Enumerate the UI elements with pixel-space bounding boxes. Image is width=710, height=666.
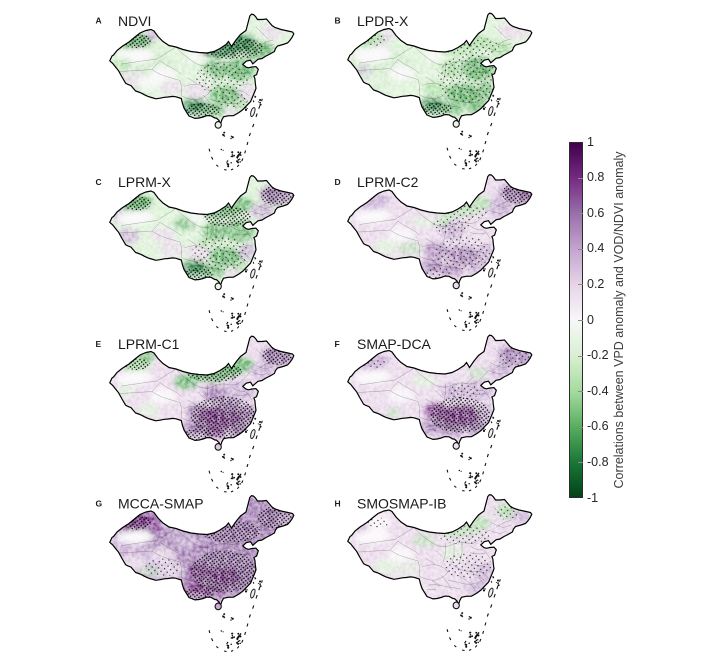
svg-text:F: F <box>335 339 340 349</box>
svg-text:LPRM-C2: LPRM-C2 <box>357 174 419 190</box>
svg-text:H: H <box>335 499 341 509</box>
svg-text:G: G <box>96 499 103 509</box>
svg-text:D: D <box>335 177 341 187</box>
svg-text:A: A <box>96 16 102 26</box>
svg-text:SMAP-DCA: SMAP-DCA <box>357 336 432 352</box>
svg-text:MCCA-SMAP: MCCA-SMAP <box>118 496 204 512</box>
svg-text:LPDR-X: LPDR-X <box>357 13 409 29</box>
svg-text:E: E <box>96 339 102 349</box>
svg-text:NDVI: NDVI <box>118 13 151 29</box>
svg-text:LPRM-C1: LPRM-C1 <box>118 336 180 352</box>
svg-text:C: C <box>96 177 102 187</box>
svg-text:SMOSMAP-IB: SMOSMAP-IB <box>357 496 446 512</box>
svg-text:LPRM-X: LPRM-X <box>118 174 172 190</box>
svg-text:B: B <box>335 16 341 26</box>
